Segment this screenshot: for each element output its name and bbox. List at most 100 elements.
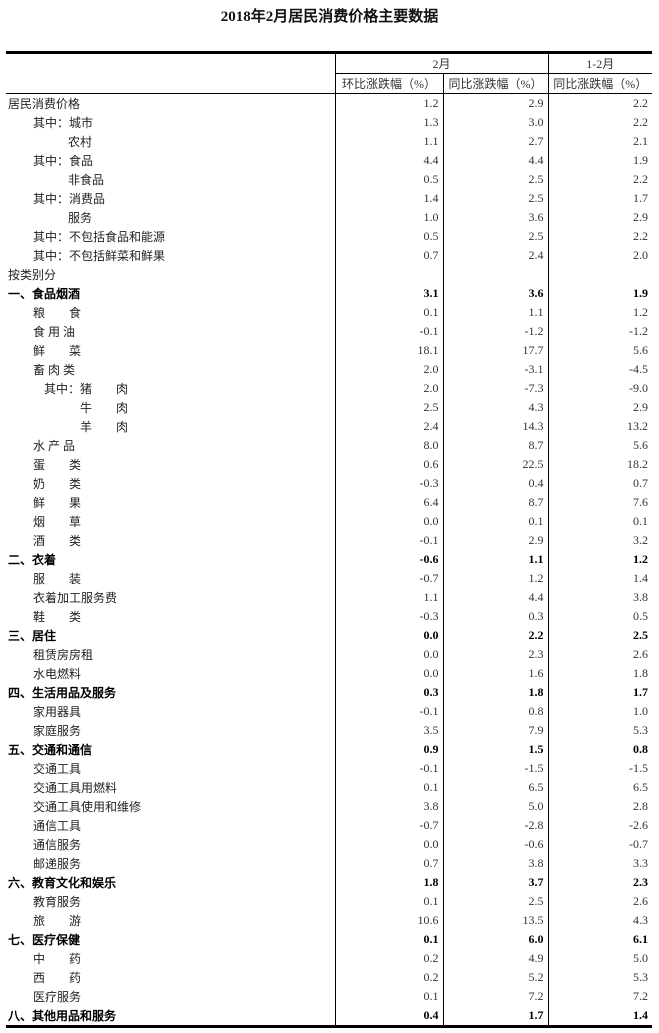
value-mom: -0.7 xyxy=(334,816,443,835)
value-mom: 1.8 xyxy=(334,873,443,892)
value-yoy-cum: 0.1 xyxy=(547,512,653,531)
table-row: 家庭服务 3.5 7.9 5.3 xyxy=(6,721,653,740)
row-label: 中 药 xyxy=(33,952,82,966)
table-row: 交通工具用燃料 0.1 6.5 6.5 xyxy=(6,778,653,797)
table-row: 其中：食品 4.4 4.4 1.9 xyxy=(6,151,653,170)
table-row: 通信服务 0.0 -0.6 -0.7 xyxy=(6,835,653,854)
value-yoy-cum: 13.2 xyxy=(547,417,653,436)
value-yoy: 5.0 xyxy=(442,797,549,816)
value-mom: 0.1 xyxy=(334,930,443,949)
value-yoy: 0.3 xyxy=(442,607,549,626)
value-yoy: 3.8 xyxy=(442,854,549,873)
row-label: 家庭服务 xyxy=(33,724,82,738)
value-mom: -0.1 xyxy=(334,531,443,550)
value-yoy: 0.8 xyxy=(442,702,549,721)
table-row: 交通工具使用和维修 3.8 5.0 2.8 xyxy=(6,797,653,816)
value-yoy: 0.1 xyxy=(442,512,549,531)
value-yoy-cum: 2.2 xyxy=(547,227,653,246)
table-row: 居民消费价格 1.2 2.9 2.2 xyxy=(6,93,653,113)
value-mom: 0.4 xyxy=(334,1006,443,1028)
value-mom: -0.1 xyxy=(334,322,443,341)
value-yoy-cum: 2.0 xyxy=(547,246,653,265)
value-mom: 0.5 xyxy=(334,227,443,246)
value-mom: 0.0 xyxy=(334,512,443,531)
value-mom: 1.2 xyxy=(334,93,443,113)
value-mom: -0.6 xyxy=(334,550,443,569)
row-label: 按类别分 xyxy=(8,268,57,282)
value-yoy: 2.4 xyxy=(442,246,549,265)
value-yoy-cum: 0.8 xyxy=(547,740,653,759)
value-yoy-cum: 6.5 xyxy=(547,778,653,797)
value-yoy-cum: -1.5 xyxy=(547,759,653,778)
value-mom: 0.1 xyxy=(334,778,443,797)
value-yoy-cum: 1.9 xyxy=(547,151,653,170)
table-row: 租赁房房租 0.0 2.3 2.6 xyxy=(6,645,653,664)
table-row: 衣着加工服务费 1.1 4.4 3.8 xyxy=(6,588,653,607)
cpi-table: 2月 1-2月 环比涨跌幅（%） 同比涨跌幅（%） 同比涨跌幅（%） 居民消费价… xyxy=(6,51,653,1028)
table-row: 服务 1.0 3.6 2.9 xyxy=(6,208,653,227)
value-yoy-cum: 3.3 xyxy=(547,854,653,873)
value-mom: 0.6 xyxy=(334,455,443,474)
table-row: 其中：城市 1.3 3.0 2.2 xyxy=(6,113,653,132)
value-mom: -0.1 xyxy=(334,759,443,778)
table-row: 羊 肉 2.4 14.3 13.2 xyxy=(6,417,653,436)
value-yoy: 4.4 xyxy=(442,588,549,607)
value-yoy-cum: 2.2 xyxy=(547,93,653,113)
row-label: 其中：猪 肉 xyxy=(44,382,129,396)
value-yoy: 2.9 xyxy=(442,93,549,113)
row-label: 教育服务 xyxy=(33,895,82,909)
value-mom: 0.1 xyxy=(334,303,443,322)
value-yoy-cum: 0.5 xyxy=(547,607,653,626)
value-yoy-cum: 0.7 xyxy=(547,474,653,493)
value-yoy: 3.6 xyxy=(442,208,549,227)
value-yoy-cum: 1.0 xyxy=(547,702,653,721)
table-row: 服 装 -0.7 1.2 1.4 xyxy=(6,569,653,588)
value-mom: -0.7 xyxy=(334,569,443,588)
row-label: 旅 游 xyxy=(33,914,82,928)
value-mom: 0.2 xyxy=(334,949,443,968)
value-mom: 2.5 xyxy=(334,398,443,417)
value-yoy: 1.2 xyxy=(442,569,549,588)
row-label: 医疗服务 xyxy=(33,990,82,1004)
row-label: 服 装 xyxy=(33,572,82,586)
value-yoy-cum: 6.1 xyxy=(547,930,653,949)
value-yoy-cum: 2.1 xyxy=(547,132,653,151)
value-yoy-cum: 2.8 xyxy=(547,797,653,816)
value-yoy: 22.5 xyxy=(442,455,549,474)
value-yoy: 8.7 xyxy=(442,436,549,455)
row-label: 邮递服务 xyxy=(33,857,82,871)
value-yoy: -2.8 xyxy=(442,816,549,835)
table-row: 教育服务 0.1 2.5 2.6 xyxy=(6,892,653,911)
value-mom: 1.1 xyxy=(334,588,443,607)
value-mom: 0.0 xyxy=(334,645,443,664)
header-group-janfeb: 1-2月 xyxy=(547,51,653,74)
value-yoy-cum: 2.6 xyxy=(547,645,653,664)
table-row: 通信工具 -0.7 -2.8 -2.6 xyxy=(6,816,653,835)
value-yoy-cum: 7.6 xyxy=(547,493,653,512)
row-label: 其中：不包括鲜菜和鲜果 xyxy=(33,249,166,263)
row-label: 奶 类 xyxy=(33,477,82,491)
row-label: 通信工具 xyxy=(33,819,82,833)
value-yoy-cum: 1.7 xyxy=(547,683,653,702)
row-label: 四、生活用品及服务 xyxy=(8,686,117,700)
value-yoy: 3.6 xyxy=(442,284,549,303)
row-label: 五、交通和通信 xyxy=(8,743,93,757)
header-blank xyxy=(6,51,335,74)
value-mom: 0.0 xyxy=(334,626,443,645)
value-yoy: 3.0 xyxy=(442,113,549,132)
value-yoy: -1.5 xyxy=(442,759,549,778)
value-yoy-cum: 1.7 xyxy=(547,189,653,208)
table-row: 畜 肉 类 2.0 -3.1 -4.5 xyxy=(6,360,653,379)
value-yoy: 4.4 xyxy=(442,151,549,170)
row-label: 一、食品烟酒 xyxy=(8,287,81,301)
value-yoy xyxy=(442,265,549,284)
value-mom: 10.6 xyxy=(334,911,443,930)
table-body: 居民消费价格 1.2 2.9 2.2 其中：城市 1.3 3.0 2.2 农村 1.1 2.7 2.1… xyxy=(6,93,653,1028)
value-yoy: 2.2 xyxy=(442,626,549,645)
value-mom xyxy=(334,265,443,284)
row-label: 水 产 品 xyxy=(33,439,76,453)
row-label: 西 药 xyxy=(33,971,82,985)
value-yoy: 7.2 xyxy=(442,987,549,1006)
value-mom: 0.5 xyxy=(334,170,443,189)
value-yoy-cum: 1.4 xyxy=(547,1006,653,1028)
